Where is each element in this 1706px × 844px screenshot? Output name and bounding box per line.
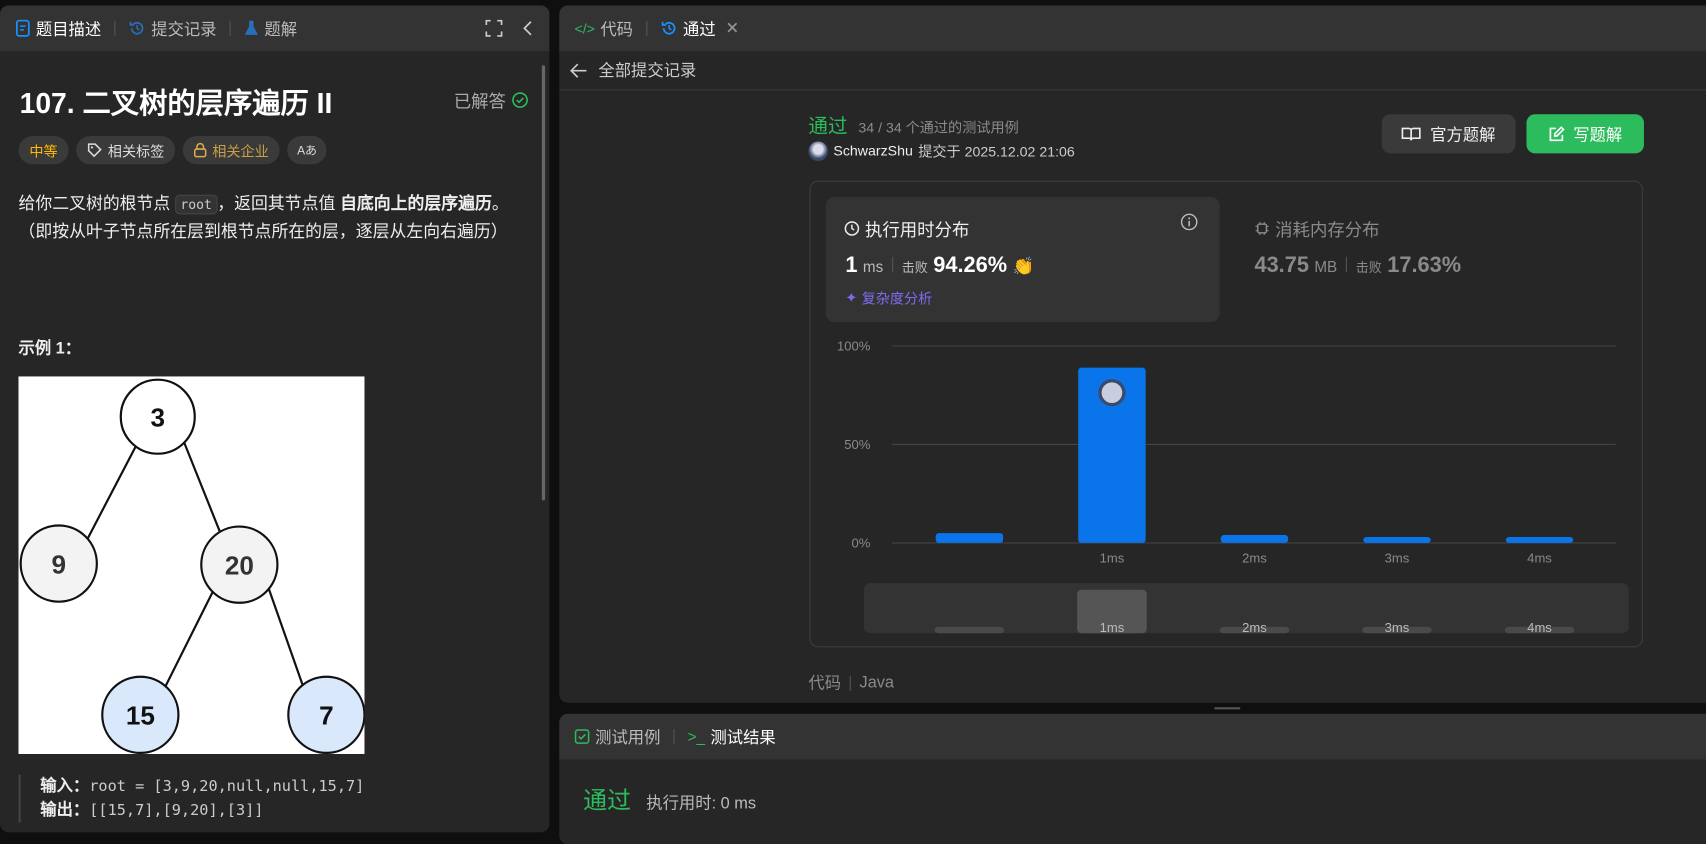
code-icon: </> — [574, 20, 595, 37]
chart-bar — [1363, 537, 1431, 543]
tab-accepted[interactable]: 通过 ✕ — [660, 17, 739, 40]
editor-tabs: </> 代码 通过 ✕ — [559, 5, 1706, 52]
clock-icon — [844, 221, 860, 236]
check-circle-icon — [511, 91, 528, 108]
x-tick-label: 1ms — [1100, 550, 1125, 565]
test-tabs: 测试用例 >_ 测试结果 — [559, 713, 1706, 760]
info-icon[interactable] — [1180, 213, 1198, 231]
tab-code[interactable]: </> 代码 — [574, 20, 634, 39]
tab-description[interactable]: 题目描述 — [15, 17, 101, 40]
tab-testcases[interactable]: 测试用例 — [574, 725, 660, 748]
overview-label: 3ms — [1385, 620, 1410, 635]
official-solution-button[interactable]: 官方题解 — [1381, 114, 1516, 154]
panel-resize-handle[interactable] — [1214, 707, 1241, 710]
chart-bar — [1220, 535, 1289, 543]
book-icon — [1402, 126, 1422, 141]
difficulty-badge: 中等 — [18, 136, 69, 165]
x-tick-label: 4ms — [1527, 550, 1552, 565]
x-tick-label: 3ms — [1385, 550, 1410, 565]
submission-status: 通过 34 / 34 个通过的测试用例 — [808, 115, 1019, 138]
result-runtime: 执行用时: 0 ms — [646, 794, 757, 813]
submitter: SchwarzShu 提交于 2025.12.02 21:06 — [808, 140, 1075, 161]
overview-bar — [934, 626, 1005, 634]
fullscreen-icon[interactable] — [485, 19, 503, 37]
complexity-analysis-link[interactable]: ✦ 复杂度分析 — [845, 288, 933, 307]
code-language: 代码 Java — [808, 673, 895, 694]
write-solution-button[interactable]: 写题解 — [1526, 114, 1644, 154]
problem-tabs: 题目描述 提交记录 题解 — [0, 5, 550, 52]
tree-node: 15 — [126, 701, 155, 731]
user-avatar-marker — [1098, 379, 1126, 407]
example-tree-image: 3 9 20 15 7 — [18, 376, 365, 754]
problem-panel: 题目描述 提交记录 题解 107. 二叉树的层序遍历 II 已解答 中等 相关标… — [0, 5, 550, 833]
stats-card: 执行用时分布 1 ms 击败 94.26% 👏 ✦ 复杂度分析 消耗内存分布 43… — [809, 180, 1644, 650]
tab-submissions[interactable]: 提交记录 — [128, 17, 217, 40]
runtime-box[interactable]: 执行用时分布 1 ms 击败 94.26% 👏 ✦ 复杂度分析 — [825, 196, 1220, 323]
chip-icon — [1254, 221, 1269, 236]
memory-box[interactable]: 消耗内存分布 43.75 MB 击败 17.63% — [1254, 221, 1462, 278]
submission-panel: </> 代码 通过 ✕ 全部提交记录 通过 34 / 34 个通过的测试用例 Sch… — [559, 5, 1706, 703]
document-icon — [15, 19, 30, 37]
tree-node: 9 — [51, 549, 66, 579]
overview-bar — [1504, 626, 1575, 634]
result-status: 通过 — [583, 786, 632, 814]
edit-icon — [1548, 125, 1565, 142]
test-panel: 测试用例 >_ 测试结果 通过 执行用时: 0 ms — [559, 713, 1706, 844]
overview-label: 2ms — [1242, 620, 1267, 635]
y-tick-label: 0% — [852, 535, 871, 550]
tree-node: 3 — [150, 402, 165, 432]
overview-bar — [1219, 626, 1290, 634]
x-tick-label: 2ms — [1242, 550, 1267, 565]
chart-bar — [1505, 537, 1574, 543]
companies-tag-button[interactable]: 相关企业 — [182, 136, 280, 165]
y-tick-label: 50% — [844, 437, 871, 452]
history-icon — [660, 20, 677, 37]
overview-label: 4ms — [1527, 620, 1552, 635]
example-block: 输入：root = [3,9,20,null,null,15,7] 输出：[[1… — [18, 774, 364, 823]
tab-test-result[interactable]: >_ 测试结果 — [687, 727, 776, 747]
sparkle-icon: ✦ — [845, 288, 858, 306]
topics-tag-button[interactable]: 相关标签 — [76, 136, 176, 165]
tree-node: 7 — [319, 701, 334, 731]
y-tick-label: 100% — [837, 338, 871, 353]
problem-description: 给你二叉树的根节点 root ，返回其节点值 自底向上的层序遍历。 （即按从叶子节… — [18, 194, 509, 242]
runtime-distribution-chart[interactable]: 100% 50% 0% 1ms 1ms 2ms 2ms 3ms 3ms 4ms 4ms — [811, 334, 1644, 650]
history-icon — [128, 20, 145, 37]
tag-row: 中等 相关标签 相关企业 Aあ — [18, 136, 327, 165]
all-submissions-link[interactable]: 全部提交记录 — [598, 62, 697, 81]
avatar[interactable] — [808, 140, 828, 161]
close-icon[interactable]: ✕ — [725, 19, 740, 39]
lock-icon — [194, 142, 207, 158]
chart-bar — [935, 533, 1004, 543]
collapse-icon[interactable] — [522, 20, 533, 37]
flask-icon — [244, 20, 259, 37]
scrollbar[interactable] — [541, 65, 546, 501]
translate-button[interactable]: Aあ — [287, 136, 327, 165]
overview-track — [863, 583, 1629, 634]
solved-status: 已解答 — [454, 87, 529, 113]
chart-bar — [1078, 367, 1146, 543]
page-title: 107. 二叉树的层序遍历 II — [19, 87, 333, 120]
overview-label: 1ms — [1100, 620, 1125, 635]
checkbox-icon — [574, 729, 590, 744]
clap-icon: 👏 — [1012, 257, 1035, 277]
arrow-left-icon[interactable] — [570, 63, 587, 78]
tree-node: 20 — [225, 550, 254, 580]
translate-icon: Aあ — [297, 144, 318, 158]
tag-icon — [87, 143, 102, 158]
example-title: 示例 1： — [18, 339, 82, 358]
terminal-icon: >_ — [687, 727, 706, 746]
tab-solutions[interactable]: 题解 — [244, 17, 297, 40]
overview-bar — [1362, 626, 1432, 634]
back-bar: 全部提交记录 — [559, 51, 1706, 91]
overview-bar — [1077, 589, 1147, 634]
